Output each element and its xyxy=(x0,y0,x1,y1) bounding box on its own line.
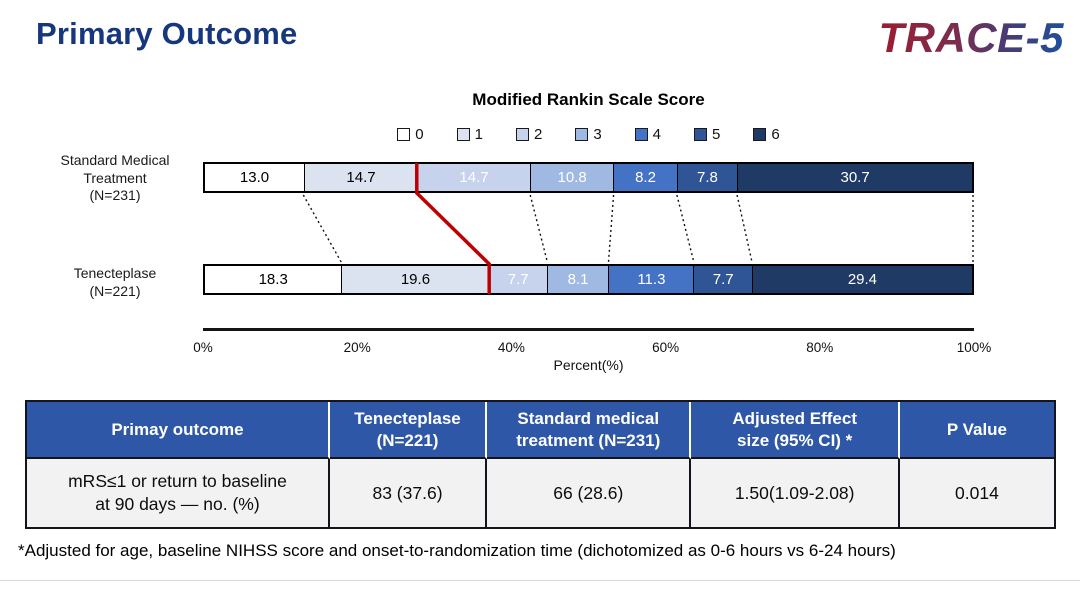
legend-swatch-icon xyxy=(694,128,708,141)
bar-segment-mrs-1: 19.6 xyxy=(341,266,489,293)
table-cell-standard-value: 66 (28.6) xyxy=(487,459,692,527)
legend-item-mrs-1: 1 xyxy=(456,126,483,143)
dotted-connector-line xyxy=(676,194,695,263)
x-axis-line xyxy=(203,328,974,331)
bar-segment-mrs-4: 8.2 xyxy=(613,164,677,191)
legend-label: 2 xyxy=(533,126,543,143)
bar-segment-mrs-5: 7.8 xyxy=(676,164,738,191)
table-cell-outcome-label: mRS≤1 or return to baseline at 90 days —… xyxy=(27,459,330,527)
bar-segment-mrs-2: 7.7 xyxy=(488,266,547,293)
x-tick-100pct: 100% xyxy=(956,340,992,355)
legend-label: 6 xyxy=(771,126,780,143)
bar-tenecteplase: 18.3 19.6 7.7 8.1 11.3 7.7 29.4 xyxy=(203,264,974,295)
legend-label: 3 xyxy=(593,126,602,143)
bar-segment-mrs-6: 30.7 xyxy=(737,164,973,191)
legend-item-mrs-3: 3 xyxy=(575,126,602,143)
x-tick-40pct: 40% xyxy=(497,340,525,355)
primary-outcome-table: Primay outcome Tenecteplase (N=221) Stan… xyxy=(25,400,1056,529)
bar-segment-mrs-5: 7.7 xyxy=(693,266,752,293)
legend-swatch-icon xyxy=(753,128,767,141)
legend-item-mrs-5: 5 xyxy=(694,126,720,143)
footnote: *Adjusted for age, baseline NIHSS score … xyxy=(18,541,896,560)
legend-swatch-icon xyxy=(634,128,648,141)
dotted-connector-line xyxy=(607,194,615,263)
legend-item-mrs-0: 0 xyxy=(397,126,424,143)
chart-title: Modified Rankin Scale Score xyxy=(472,90,705,109)
dotted-connector-line xyxy=(302,194,342,263)
table-cell-effect-size-value: 1.50(1.09-2.08) xyxy=(691,459,900,527)
legend-swatch-icon xyxy=(575,128,589,141)
slide-bottom-divider xyxy=(0,580,1080,581)
legend-item-mrs-4: 4 xyxy=(634,126,662,143)
legend-label: 4 xyxy=(652,126,662,143)
bar-segment-mrs-6: 29.4 xyxy=(751,266,972,293)
x-tick-60pct: 60% xyxy=(652,340,680,355)
x-axis-label: Percent(%) xyxy=(553,357,624,373)
bar-segment-mrs-0: 18.3 xyxy=(205,266,342,293)
table-cell-tenecteplase-value: 83 (37.6) xyxy=(329,459,488,527)
legend-item-mrs-6: 6 xyxy=(753,126,780,143)
table-header-standard-treatment: Standard medical treatment (N=231) xyxy=(487,402,692,459)
page-title: Primary Outcome xyxy=(36,16,298,51)
table-cell-p-value: 0.014 xyxy=(899,459,1054,527)
dotted-connector-line xyxy=(736,194,753,263)
bar-segment-mrs-4: 11.3 xyxy=(608,266,694,293)
legend-swatch-icon xyxy=(456,128,470,141)
row-label-standard-treatment: Standard Medical Treatment (N=231) xyxy=(60,152,170,203)
legend-swatch-icon xyxy=(515,128,529,141)
x-tick-0pct: 0% xyxy=(193,340,213,355)
row-label-tenecteplase: Tenecteplase (N=221) xyxy=(73,265,157,299)
trace5-logo: TRACE-5 xyxy=(878,14,1064,61)
bar-segment-mrs-0: 13.0 xyxy=(205,164,305,191)
legend-swatch-icon xyxy=(397,128,411,141)
legend-label: 5 xyxy=(712,126,721,143)
bar-standard-treatment: 13.0 14.7 14.7 10.8 8.2 7.8 30.7 xyxy=(203,162,974,193)
dotted-connector-line xyxy=(529,194,549,263)
legend-label: 0 xyxy=(415,126,424,143)
x-tick-20pct: 20% xyxy=(343,340,371,355)
table-header-effect-size: Adjusted Effect size (95% CI) * xyxy=(691,402,900,459)
bar-segment-mrs-1: 14.7 xyxy=(304,164,418,191)
legend-item-mrs-2: 2 xyxy=(515,126,543,143)
chart-legend: 0 1 2 3 4 5 6 xyxy=(203,126,974,143)
table-header-primary-outcome: Primay outcome xyxy=(27,402,330,459)
x-tick-80pct: 80% xyxy=(806,340,834,355)
bar-segment-mrs-3: 10.8 xyxy=(530,164,614,191)
table-header-p-value: P Value xyxy=(899,402,1054,459)
bar-segment-mrs-2: 14.7 xyxy=(417,164,530,191)
bar-segment-mrs-3: 8.1 xyxy=(546,266,609,293)
legend-label: 1 xyxy=(474,126,483,143)
table-header-tenecteplase: Tenecteplase (N=221) xyxy=(329,402,488,459)
